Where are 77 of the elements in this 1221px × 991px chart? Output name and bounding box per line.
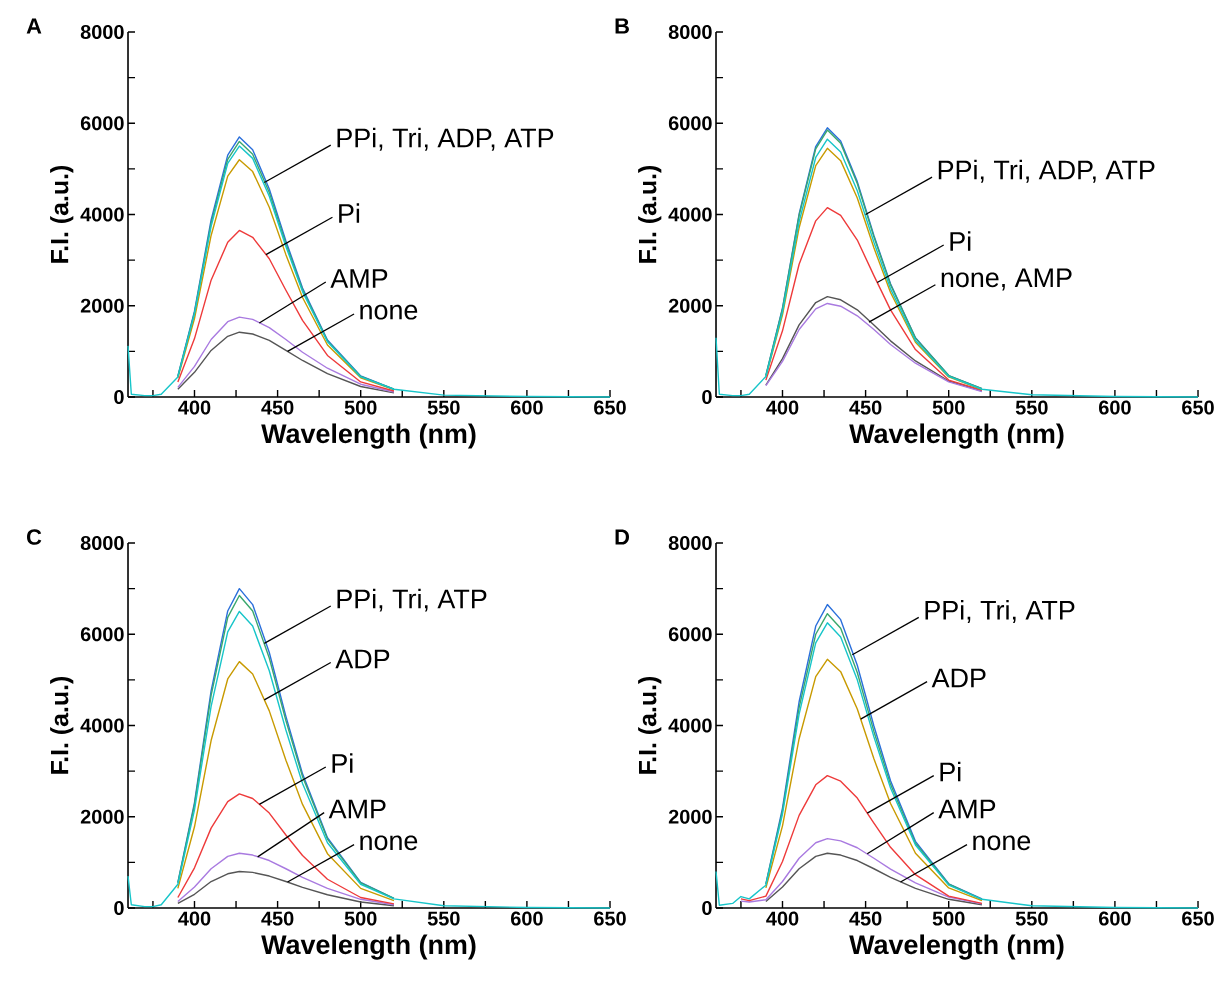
x-tick-label: 500 — [932, 911, 965, 926]
x-tick-label: 600 — [1099, 400, 1131, 415]
y-tick-label: 4000 — [668, 718, 712, 733]
x-tick-label: 400 — [178, 911, 211, 926]
annotation: AMP — [330, 269, 388, 288]
y-tick-label: 4000 — [668, 207, 712, 222]
line-series — [177, 870, 395, 907]
y-tick-label: 2000 — [80, 809, 124, 824]
x-tick-label: 650 — [594, 911, 626, 926]
x-tick-label: 500 — [344, 400, 377, 415]
x-tick-label: 600 — [511, 400, 543, 415]
y-tick-label: 8000 — [668, 24, 712, 40]
y-tick-label: 2000 — [668, 298, 712, 313]
y-tick-label: 6000 — [80, 627, 124, 642]
y-tick-label: 2000 — [80, 298, 124, 313]
annotation: ADP — [931, 668, 986, 688]
y-axis-title: F.I. (a.u.) — [50, 676, 74, 774]
annotation: ADP — [335, 649, 390, 669]
y-axis-title: F.I. (a.u.) — [638, 676, 662, 774]
x-tick-label: 500 — [932, 400, 965, 415]
x-tick-label: 650 — [1182, 911, 1214, 926]
y-tick-label: 6000 — [668, 116, 712, 131]
annotation: AMP — [938, 799, 996, 819]
x-tick-label: 600 — [511, 911, 543, 926]
annotation: PPi, Tri, ATP — [337, 588, 487, 612]
annotation: Pi — [940, 761, 961, 782]
y-tick-label: 0 — [114, 389, 124, 405]
chart-title: B — [615, 18, 629, 34]
x-tick-label: 550 — [427, 911, 460, 926]
annotation: Pi — [339, 203, 360, 223]
line-series — [177, 852, 395, 906]
line-series — [765, 852, 983, 906]
annotation: none, AMP — [941, 268, 1072, 291]
x-axis-title: Wavelength (nm) — [849, 423, 1064, 449]
x-tick-label: 600 — [1099, 911, 1131, 926]
x-tick-label: 450 — [261, 400, 294, 415]
x-axis-title: Wavelength (nm) — [261, 423, 476, 449]
annotation: PPi, Tri, ATP — [925, 600, 1075, 623]
annotation: Pi — [332, 753, 353, 773]
x-tick-label: 500 — [344, 911, 377, 926]
chart-title: D — [615, 529, 630, 545]
x-tick-label: 650 — [594, 400, 626, 415]
line-series — [177, 331, 395, 394]
y-tick-label: 0 — [702, 900, 712, 916]
y-tick-label: 6000 — [668, 627, 712, 642]
y-axis-title: F.I. (a.u.) — [50, 165, 74, 263]
x-axis-title: Wavelength (nm) — [261, 934, 476, 960]
y-tick-label: 0 — [702, 389, 712, 405]
x-tick-label: 550 — [1015, 400, 1048, 415]
y-tick-label: 8000 — [668, 535, 712, 551]
annotation: PPi, Tri, ADP, ATP — [938, 159, 1155, 183]
y-axis-title: F.I. (a.u.) — [638, 165, 662, 263]
annotation: none — [360, 304, 418, 320]
annotation: PPi, Tri, ADP, ATP — [337, 127, 554, 151]
x-tick-label: 400 — [766, 911, 799, 926]
x-tick-label: 450 — [849, 400, 882, 415]
y-tick-label: 2000 — [668, 809, 712, 824]
x-tick-label: 450 — [849, 911, 882, 926]
y-tick-label: 4000 — [80, 718, 124, 733]
y-tick-label: 8000 — [80, 24, 124, 40]
y-tick-label: 4000 — [80, 207, 124, 222]
x-tick-label: 650 — [1182, 400, 1214, 415]
y-tick-label: 6000 — [80, 116, 124, 131]
x-axis-title: Wavelength (nm) — [849, 934, 1064, 960]
y-tick-label: 8000 — [80, 535, 124, 551]
x-tick-label: 400 — [178, 400, 211, 415]
y-tick-label: 0 — [114, 900, 124, 916]
annotation: AMP — [328, 799, 386, 819]
chart-title: A — [26, 18, 42, 34]
x-tick-label: 450 — [261, 911, 294, 926]
x-tick-label: 400 — [766, 400, 799, 415]
x-tick-label: 550 — [427, 400, 460, 415]
annotation: none — [360, 835, 418, 851]
x-tick-label: 550 — [1015, 911, 1048, 926]
annotation: none — [973, 835, 1031, 851]
annotation: Pi — [950, 231, 971, 251]
chart-title: C — [27, 529, 42, 545]
